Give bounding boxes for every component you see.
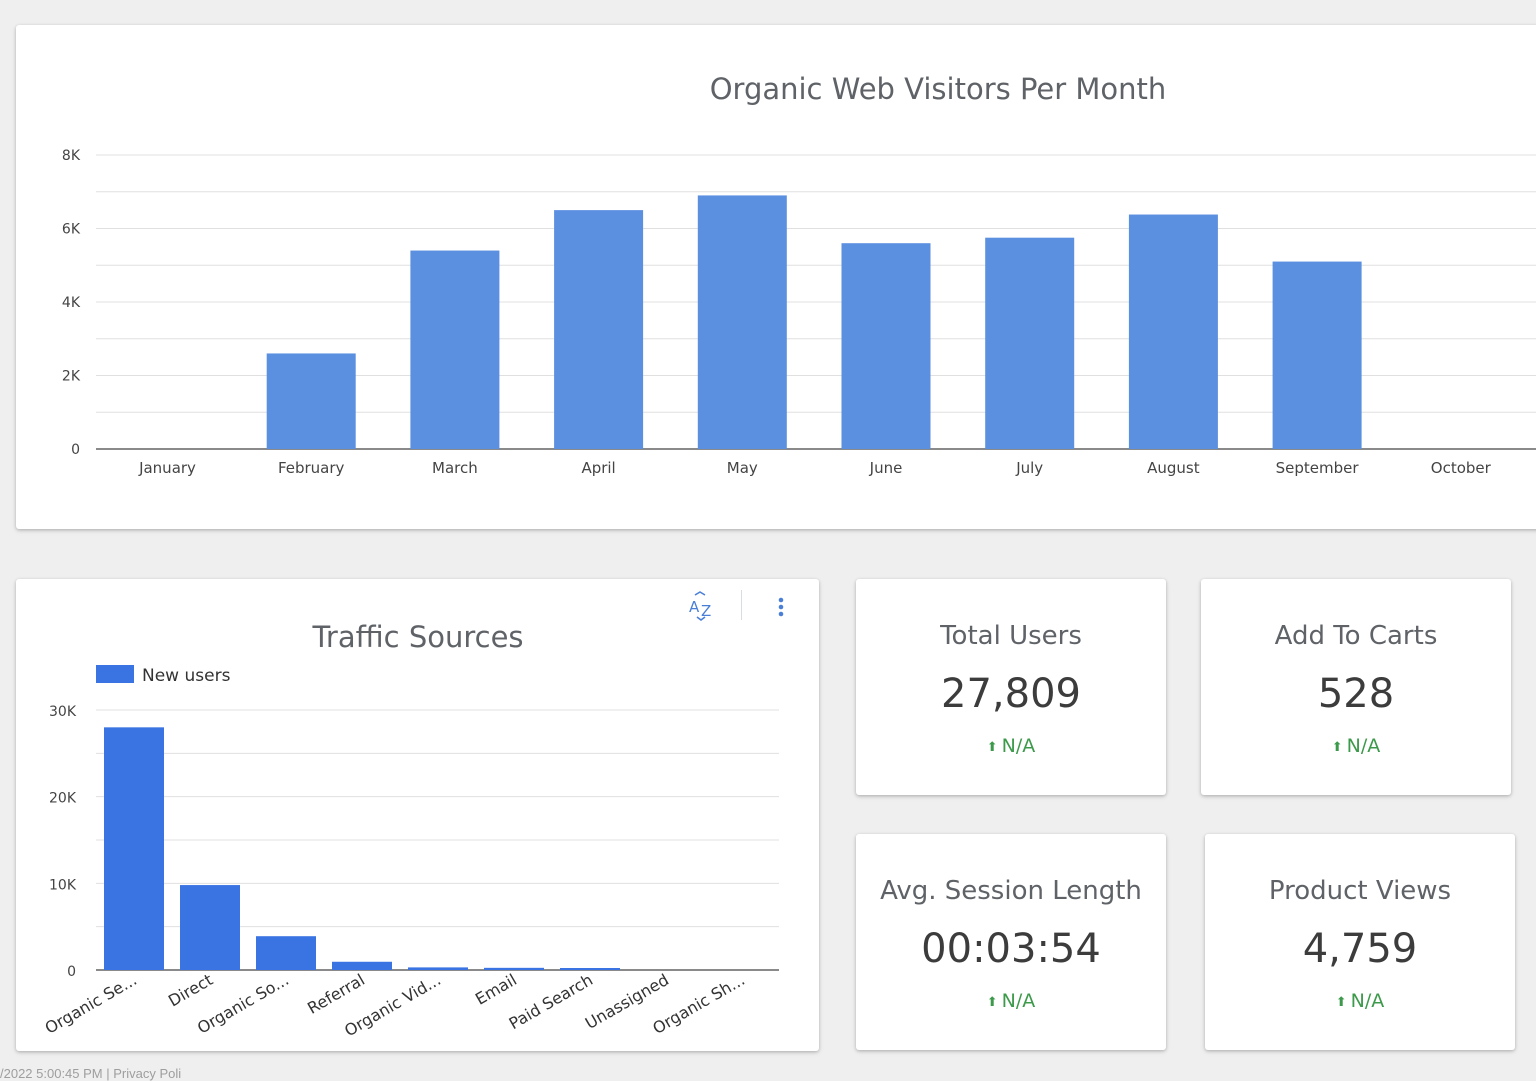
x-tick-label: Referral	[304, 970, 368, 1018]
bar[interactable]	[1128, 214, 1218, 449]
y-tick-label: 8K	[62, 148, 81, 164]
arrow-up-icon: ⬆	[986, 740, 998, 755]
bar[interactable]	[408, 967, 468, 970]
bar[interactable]	[841, 243, 931, 449]
more-vert-icon[interactable]	[768, 591, 792, 621]
bar[interactable]	[985, 237, 1075, 449]
kpi-value: 528	[1317, 671, 1395, 717]
bar[interactable]	[256, 936, 316, 970]
kpi-delta: ⬆ N/A	[1201, 735, 1511, 757]
chart-title: Traffic Sources	[311, 620, 523, 654]
kpi-title: Avg. Session Length	[880, 876, 1142, 906]
bar[interactable]	[104, 727, 164, 970]
bar[interactable]	[410, 250, 500, 449]
y-tick-label: 20K	[49, 791, 77, 807]
kpi-title: Product Views	[1268, 876, 1452, 906]
bar[interactable]	[180, 885, 240, 970]
chart-title: Organic Web Visitors Per Month	[710, 72, 1167, 106]
kpi-value: 4,759	[1302, 926, 1418, 972]
kpi-delta-label: N/A	[1350, 990, 1385, 1012]
kpi-value: 00:03:54	[921, 926, 1101, 972]
kpi-delta: ⬆ N/A	[856, 735, 1166, 757]
kpi-title: Add To Carts	[1274, 621, 1438, 651]
arrow-up-icon: ⬆	[986, 995, 998, 1010]
y-tick-label: 0	[67, 964, 76, 980]
traffic-sources-chart: Traffic Sources New users 0 10K 20K 30K Org…	[42, 620, 779, 1040]
bar[interactable]	[697, 195, 787, 449]
toolbar-divider	[741, 590, 742, 620]
kpi-delta-label: N/A	[1001, 990, 1036, 1012]
x-tick-label: July	[1015, 459, 1043, 477]
x-tick-label: September	[1276, 459, 1360, 477]
bar[interactable]	[266, 353, 356, 449]
svg-text:Z: Z	[701, 602, 711, 620]
kpi-card-add-to-carts: Add To Carts 528 ⬆ N/A	[1201, 579, 1511, 795]
x-tick-label: March	[432, 459, 478, 477]
sort-az-icon[interactable]: A Z	[688, 591, 718, 621]
x-tick-label: Organic Se...	[42, 970, 140, 1038]
x-tick-label: June	[869, 459, 903, 477]
arrow-up-icon: ⬆	[1331, 740, 1343, 755]
x-tick-label: February	[278, 459, 345, 477]
arrow-up-icon: ⬆	[1335, 995, 1347, 1010]
kpi-delta: ⬆ N/A	[856, 990, 1166, 1012]
x-tick-label: August	[1147, 459, 1200, 477]
x-tick-label: Direct	[165, 970, 216, 1010]
x-tick-label: May	[727, 459, 758, 477]
y-tick-label: 6K	[62, 222, 81, 238]
y-tick-label: 30K	[49, 704, 77, 720]
footer-text: /2022 5:00:45 PM | Privacy Poli	[0, 1066, 182, 1081]
legend-label[interactable]: New users	[142, 666, 231, 686]
bar[interactable]	[332, 961, 392, 970]
x-tick-label: January	[138, 459, 196, 477]
traffic-sources-chart-card: Traffic Sources New users 0 10K 20K 30K Org…	[16, 579, 819, 1051]
y-tick-label: 0	[71, 442, 80, 458]
monthly-visitors-chart-card: Organic Web Visitors Per Month 0 2K 4K 6K 8K…	[16, 25, 1536, 529]
kpi-delta-label: N/A	[1346, 735, 1381, 757]
y-tick-label: 2K	[62, 369, 81, 385]
kpi-card-product-views: Product Views 4,759 ⬆ N/A	[1205, 834, 1515, 1050]
x-tick-label: October	[1431, 459, 1492, 477]
y-tick-label: 4K	[62, 295, 81, 311]
bar[interactable]	[554, 210, 644, 449]
bar[interactable]	[560, 968, 620, 970]
kpi-title: Total Users	[940, 621, 1082, 651]
bar[interactable]	[484, 967, 544, 970]
x-tick-label: Email	[472, 970, 520, 1009]
kpi-card-avg-session-length: Avg. Session Length 00:03:54 ⬆ N/A	[856, 834, 1166, 1050]
kpi-delta-label: N/A	[1001, 735, 1036, 757]
y-tick-label: 10K	[49, 877, 77, 893]
legend-swatch	[96, 665, 134, 683]
svg-text:A: A	[689, 598, 700, 616]
kpi-value: 27,809	[941, 671, 1081, 717]
x-tick-label: Paid Search	[506, 970, 596, 1033]
bar[interactable]	[1272, 261, 1362, 449]
monthly-visitors-chart: Organic Web Visitors Per Month 0 2K 4K 6K 8K…	[62, 72, 1536, 477]
kpi-delta: ⬆ N/A	[1205, 990, 1515, 1012]
kpi-card-total-users: Total Users 27,809 ⬆ N/A	[856, 579, 1166, 795]
x-tick-label: April	[581, 459, 615, 477]
